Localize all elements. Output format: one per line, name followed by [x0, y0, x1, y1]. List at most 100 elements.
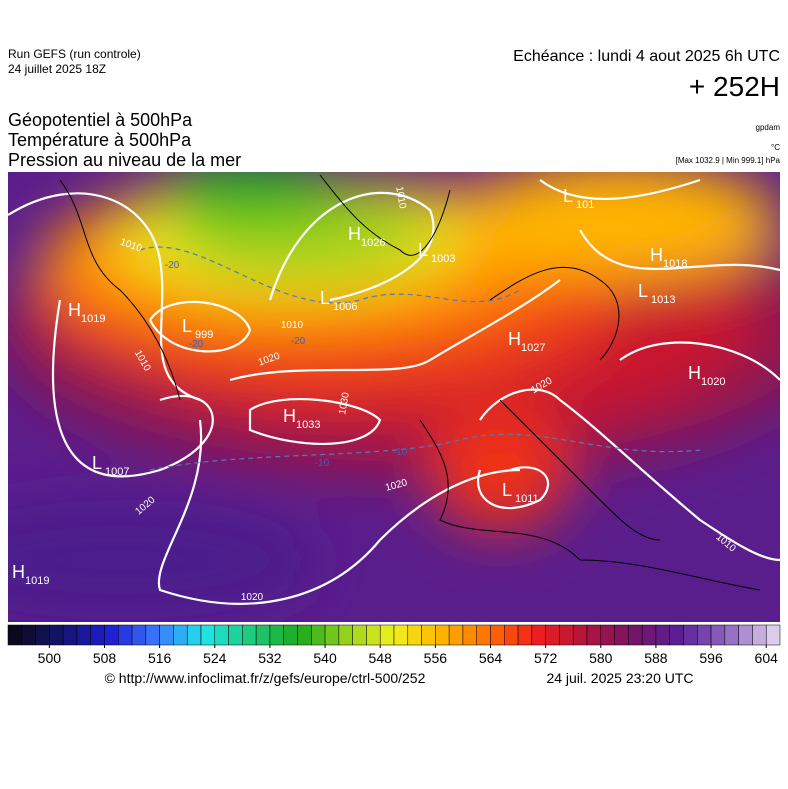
colorbar-swatch — [21, 624, 36, 646]
center-value: 1013 — [651, 294, 675, 306]
colorbar-swatch — [407, 624, 422, 646]
center-letter: L — [638, 281, 648, 301]
colorbar-swatch — [765, 624, 781, 646]
colorbar-swatch — [752, 624, 767, 646]
colorbar-swatch — [338, 624, 353, 646]
colorbar-swatch — [145, 624, 160, 646]
isobar-label: 1010 — [281, 320, 304, 331]
colorbar-swatch — [104, 624, 119, 646]
center-value: 101 — [576, 199, 594, 211]
colorbar-tick-label: 596 — [699, 650, 723, 666]
run-label: Run GEFS (run controle) — [8, 47, 141, 61]
title: Géopotentiel à 500hPa — [8, 110, 193, 130]
colorbar-swatch — [559, 624, 574, 646]
center-value: 1020 — [701, 376, 725, 388]
unit-label: gpdam — [756, 123, 781, 132]
colorbar-swatch — [283, 624, 298, 646]
center-value: 1006 — [333, 301, 357, 313]
colorbar-swatch — [641, 624, 657, 646]
unit-label: [Max 1032.9 | Min 999.1] hPa — [676, 156, 781, 165]
center-letter: H — [348, 224, 361, 244]
colorbar-tick-label: 532 — [258, 650, 282, 666]
colorbar-swatch — [655, 624, 670, 646]
source-url: © http://www.infoclimat.fr/z/gefs/europe… — [105, 670, 426, 686]
colorbar-tick-label: 524 — [203, 650, 227, 666]
colorbar-swatch — [490, 624, 505, 646]
isobar-label: 1020 — [241, 592, 264, 603]
colorbar-swatch — [462, 624, 477, 646]
colorbar-swatch — [435, 624, 450, 646]
run-date: 24 juillet 2025 18Z — [8, 62, 106, 76]
colorbar-swatch — [76, 624, 91, 646]
colorbar-tick-label: 588 — [644, 650, 668, 666]
center-value: 1027 — [521, 342, 545, 354]
colorbar-swatch — [324, 624, 340, 646]
forecast-offset: + 252H — [689, 71, 780, 102]
center-value: 1003 — [431, 253, 455, 265]
colorbar-tick-label: 548 — [369, 650, 393, 666]
center-value: 1033 — [296, 419, 320, 431]
center-value: 1018 — [663, 258, 687, 270]
center-value: 999 — [195, 329, 213, 341]
map — [8, 172, 780, 622]
colorbar-swatch — [421, 624, 436, 646]
title: Température à 500hPa — [8, 130, 192, 150]
center-value: 1019 — [25, 575, 49, 587]
colorbar-swatch — [200, 624, 216, 646]
title: Pression au niveau de la mer — [8, 150, 241, 170]
colorbar-tick-label: 500 — [38, 650, 62, 666]
colorbar-tick-label: 580 — [589, 650, 613, 666]
temperature-label: -10 — [315, 458, 330, 469]
colorbar-swatch — [545, 624, 560, 646]
colorbar-swatch — [131, 624, 147, 646]
colorbar-swatch — [628, 624, 643, 646]
colorbar-swatch — [159, 624, 174, 646]
colorbar-tick-label: 508 — [93, 650, 117, 666]
center-letter: H — [688, 363, 701, 383]
colorbar-tick-label: 516 — [148, 650, 172, 666]
isobar-label: 1030 — [337, 391, 352, 415]
colorbar-swatch — [228, 624, 243, 646]
colorbar-swatch — [600, 624, 615, 646]
colorbar-tick-label: 604 — [755, 650, 779, 666]
colorbar-swatch — [311, 624, 326, 646]
colorbar-swatch — [504, 624, 519, 646]
colorbar-swatch — [669, 624, 684, 646]
colorbar-swatch — [683, 624, 698, 646]
forecast-time: Echéance : lundi 4 aout 2025 6h UTC — [513, 48, 780, 65]
colorbar: 500 508 516 524 532 540 548 556 564 572 580 588 596 6… — [7, 624, 781, 666]
colorbar-swatch — [517, 624, 533, 646]
colorbar-swatch — [710, 624, 726, 646]
colorbar-swatch — [572, 624, 588, 646]
colorbar-tick-label: 564 — [479, 650, 503, 666]
colorbar-swatch — [35, 624, 50, 646]
colorbar-swatch — [269, 624, 284, 646]
center-value: 1011 — [515, 493, 539, 505]
center-value: 1026 — [361, 237, 385, 249]
colorbar-swatch — [90, 624, 105, 646]
temperature-label: -20 — [189, 339, 204, 350]
colorbar-swatch — [379, 624, 395, 646]
center-letter: H — [283, 406, 296, 426]
colorbar-swatch — [393, 624, 409, 646]
colorbar-tick-label: 572 — [534, 650, 558, 666]
colorbar-swatch — [724, 624, 739, 646]
colorbar-swatch — [476, 624, 491, 646]
colorbar-swatch — [255, 624, 271, 646]
colorbar-swatch — [448, 624, 464, 646]
colorbar-swatch — [738, 624, 753, 646]
center-letter: H — [68, 300, 81, 320]
center-letter: L — [418, 240, 428, 260]
colorbar-swatch — [366, 624, 381, 646]
center-letter: L — [320, 288, 330, 308]
temperature-label: -20 — [165, 260, 180, 271]
colorbar-swatch — [352, 624, 367, 646]
temperature-label: -20 — [291, 336, 306, 347]
colorbar-swatch — [214, 624, 229, 646]
colorbar-swatch — [531, 624, 546, 646]
center-letter: L — [182, 316, 192, 336]
colorbar-swatch — [586, 624, 602, 646]
isobar-label: 1010 — [393, 186, 408, 210]
